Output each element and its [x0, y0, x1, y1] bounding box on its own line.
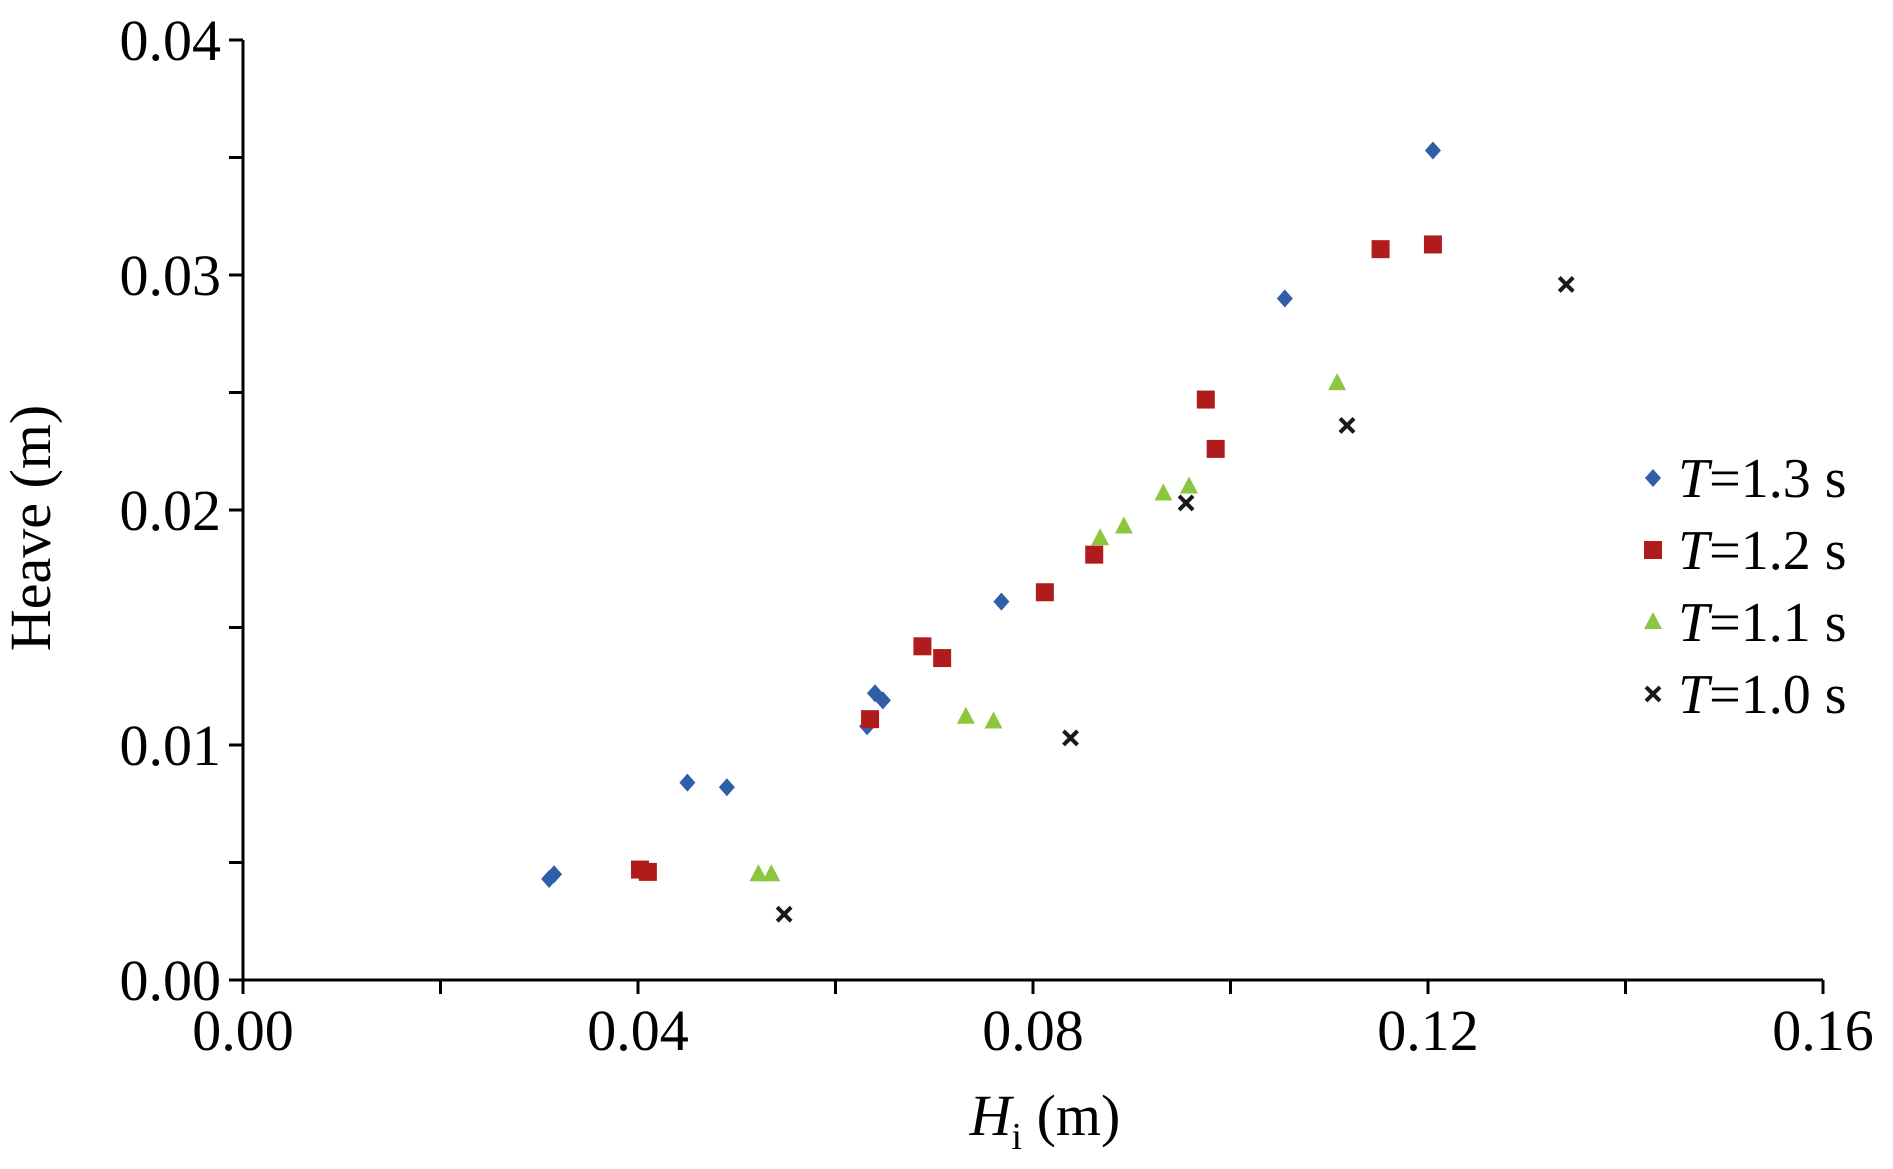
x-axis-title-unit: (m) — [1022, 1083, 1120, 1148]
legend-label-value: =1.1 s — [1709, 592, 1846, 654]
data-point-diamond — [1424, 141, 1441, 160]
y-tick-label: 0.00 — [120, 948, 222, 1013]
data-point-triangle — [1091, 528, 1110, 546]
data-point-triangle — [984, 711, 1003, 729]
x-axis-title-symbol: H — [969, 1083, 1015, 1148]
data-point-triangle — [1180, 476, 1199, 494]
x-tick-label: 0.16 — [1772, 998, 1874, 1063]
legend-label-var: T — [1678, 664, 1713, 726]
x-tick-label: 0.04 — [587, 998, 689, 1063]
data-point-square — [861, 710, 880, 729]
legend-marker-x — [1644, 685, 1662, 703]
x-tick-label: 0.08 — [982, 998, 1084, 1063]
legend-label: T=1.3 s — [1678, 448, 1847, 510]
y-tick-label: 0.02 — [120, 478, 222, 543]
legend-label: T=1.0 s — [1678, 664, 1847, 726]
legend-label-var: T — [1678, 520, 1713, 582]
x-axis-title-subscript: i — [1012, 1116, 1023, 1158]
data-point-x — [1338, 416, 1356, 434]
y-axis-title: Heave (m) — [0, 405, 63, 651]
legend-marker-diamond — [1645, 469, 1661, 487]
y-tick-label: 0.01 — [120, 713, 222, 778]
legend-label-value: =1.3 s — [1709, 448, 1846, 510]
data-point-x — [1557, 275, 1575, 293]
y-tick-label: 0.04 — [120, 8, 222, 73]
data-points — [541, 141, 1575, 923]
x-tick-label: 0.12 — [1377, 998, 1479, 1063]
x-tick-label: 0.00 — [192, 998, 294, 1063]
legend-label-var: T — [1678, 592, 1713, 654]
legend-label-value: =1.2 s — [1709, 520, 1846, 582]
data-point-square — [1196, 390, 1215, 409]
legend-marker-triangle — [1644, 612, 1662, 629]
ticks: 0.00 0.04 0.08 0.12 0.16 0.00 0.01 0.02 0.03 0.04 — [120, 8, 1874, 1063]
data-point-triangle — [1154, 483, 1173, 501]
y-tick-label: 0.03 — [120, 243, 222, 308]
data-point-diamond — [993, 592, 1010, 611]
data-point-diamond — [679, 773, 696, 792]
data-point-square — [913, 637, 932, 656]
data-point-x — [1177, 494, 1195, 512]
data-point-diamond — [874, 691, 891, 710]
data-point-square — [638, 862, 657, 881]
legend-label: T=1.2 s — [1678, 520, 1847, 582]
data-point-diamond — [546, 865, 563, 884]
x-axis-title: Hi (m) — [969, 1083, 1121, 1158]
data-point-square — [1085, 545, 1104, 564]
data-point-triangle — [956, 706, 975, 724]
data-point-x — [1062, 729, 1079, 747]
data-point-diamond — [1276, 289, 1293, 308]
data-point-square — [1035, 583, 1054, 602]
data-point-square — [933, 649, 952, 668]
data-point-triangle — [749, 864, 768, 882]
data-point-triangle — [1114, 516, 1133, 534]
data-point-triangle — [762, 864, 781, 882]
axes — [241, 40, 1823, 982]
legend: T=1.3 sT=1.2 sT=1.1 sT=1.0 s — [1644, 448, 1847, 726]
legend-label-value: =1.0 s — [1709, 664, 1846, 726]
legend-label-var: T — [1678, 448, 1713, 510]
data-point-square — [1423, 235, 1442, 254]
legend-marker-square — [1644, 541, 1662, 559]
legend-label: T=1.1 s — [1678, 592, 1847, 654]
data-point-triangle — [1328, 373, 1347, 391]
data-point-square — [1371, 240, 1390, 259]
data-point-square — [1206, 439, 1225, 458]
data-point-diamond — [718, 778, 735, 797]
data-point-x — [775, 905, 793, 923]
